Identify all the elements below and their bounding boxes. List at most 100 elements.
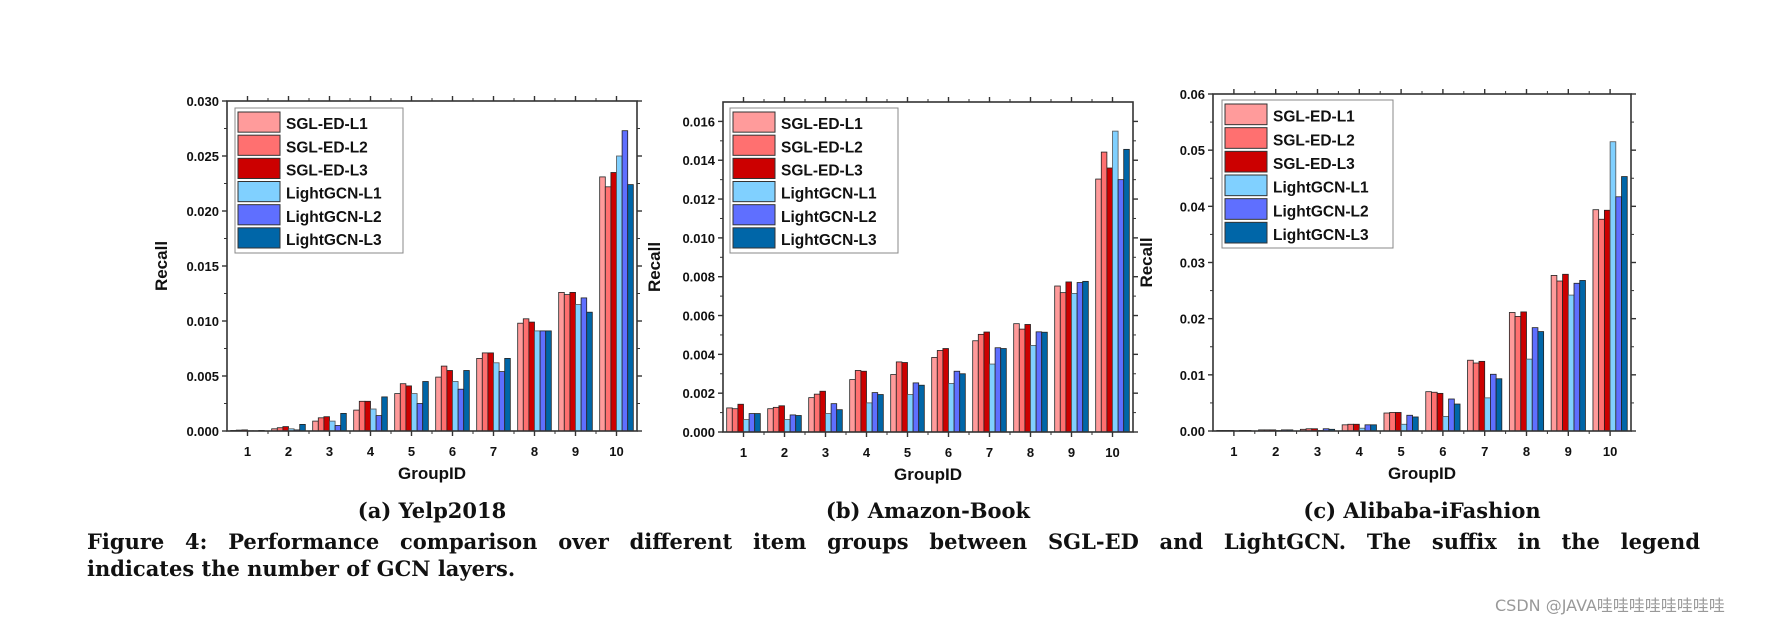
x-tick-label: 3 (822, 445, 829, 460)
legend-label-LightGCN-L1: LightGCN-L1 (1273, 180, 1369, 197)
bar-SGL-ED-L3-group-3 (819, 390, 826, 433)
x-tick-label: 9 (572, 444, 579, 459)
y-tick-label: 0.025 (186, 149, 219, 164)
bar-LightGCN-L3-group-5 (1412, 416, 1419, 432)
bar-SGL-ED-L3-group-6 (446, 370, 453, 432)
bar-LightGCN-L3-group-2 (299, 423, 306, 432)
legend-label-LightGCN-L2: LightGCN-L2 (1273, 203, 1369, 220)
legend-label-LightGCN-L2: LightGCN-L2 (781, 209, 877, 226)
x-tick-label: 9 (1068, 445, 1075, 460)
bar-LightGCN-L3-group-5 (918, 384, 925, 433)
y-tick-label: 0.02 (1180, 312, 1205, 327)
bar-SGL-ED-L2-group-9 (563, 294, 571, 432)
bar-LightGCN-L1-group-7 (989, 363, 996, 433)
x-tick-label: 7 (1481, 444, 1488, 459)
legend-label-SGL-ED-L1: SGL-ED-L1 (781, 116, 863, 133)
bar-SGL-ED-L2-group-7 (1472, 362, 1480, 432)
x-tick-label: 5 (1397, 444, 1404, 459)
bar-SGL-ED-L2-group-6 (936, 350, 944, 433)
bar-LightGCN-L2-group-8 (1531, 327, 1539, 432)
legend-swatch-SGL-ED-L2 (237, 134, 281, 156)
x-tick-label: 1 (1230, 444, 1237, 459)
y-tick-label: 0.015 (186, 259, 219, 274)
legend-swatch-SGL-ED-L1 (1224, 103, 1268, 126)
y-tick-label: 0.005 (186, 369, 219, 384)
bar-LightGCN-L2-group-4 (1364, 424, 1372, 432)
bar-LightGCN-L1-group-8 (534, 330, 541, 432)
bar-SGL-ED-L2-group-9 (1556, 280, 1563, 432)
bar-SGL-ED-L1-group-4 (849, 379, 856, 433)
legend-label-SGL-ED-L3: SGL-ED-L3 (1273, 156, 1355, 173)
x-tick-label: 6 (449, 444, 456, 459)
y-tick-label: 0.01 (1180, 368, 1205, 383)
y-tick-label: 0.03 (1180, 256, 1205, 271)
bar-LightGCN-L2-group-4 (871, 392, 879, 433)
legend-swatch-SGL-ED-L1 (237, 111, 281, 133)
bar-LightGCN-L3-group-5 (422, 381, 429, 432)
bar-SGL-ED-L1-group-9 (1550, 275, 1558, 432)
bar-LightGCN-L2-group-6 (1448, 398, 1455, 432)
bar-LightGCN-L1-group-6 (452, 381, 459, 432)
bar-LightGCN-L2-group-5 (1406, 414, 1413, 432)
bar-SGL-ED-L2-group-10 (604, 186, 612, 432)
y-tick-label: 0.014 (682, 153, 715, 168)
legend-label-SGL-ED-L3: SGL-ED-L3 (781, 163, 863, 180)
bar-LightGCN-L3-group-6 (463, 370, 470, 432)
subcaption-b: (b) Amazon-Book (825, 498, 1031, 523)
bar-SGL-ED-L3-group-9 (1065, 281, 1072, 433)
bar-SGL-ED-L1-group-5 (1383, 412, 1391, 432)
bar-SGL-ED-L1-group-1 (726, 407, 733, 433)
bar-LightGCN-L3-group-4 (1370, 424, 1377, 432)
legend-label-LightGCN-L1: LightGCN-L1 (286, 186, 382, 203)
legend-label-LightGCN-L2: LightGCN-L2 (286, 209, 382, 226)
bar-SGL-ED-L2-group-6 (440, 365, 448, 432)
bar-LightGCN-L1-group-9 (575, 304, 582, 432)
bar-LightGCN-L3-group-7 (504, 357, 511, 432)
bar-LightGCN-L1-group-10 (1112, 130, 1119, 433)
bar-SGL-ED-L2-group-8 (522, 318, 530, 432)
bar-SGL-ED-L2-group-2 (772, 406, 780, 433)
watermark: CSDN @JAVA哇哇哇哇哇哇哇哇 (1495, 596, 1725, 615)
legend-label-SGL-ED-L3: SGL-ED-L3 (286, 163, 368, 180)
legend-label-SGL-ED-L2: SGL-ED-L2 (1273, 132, 1355, 149)
bar-SGL-ED-L3-group-8 (1024, 324, 1031, 433)
legend-label-SGL-ED-L1: SGL-ED-L1 (286, 116, 368, 133)
bar-LightGCN-L1-group-4 (866, 402, 873, 433)
x-tick-label: 2 (285, 444, 292, 459)
bar-SGL-ED-L1-group-5 (394, 393, 401, 432)
legend-swatch-SGL-ED-L2 (732, 134, 776, 156)
bar-SGL-ED-L3-group-7 (1478, 360, 1486, 432)
legend-swatch-SGL-ED-L3 (1224, 150, 1268, 173)
figure-caption-line2: indicates the number of GCN layers. (87, 556, 516, 581)
x-axis-label: GroupID (894, 465, 962, 484)
bar-LightGCN-L1-group-10 (1609, 141, 1617, 432)
bar-SGL-ED-L3-group-7 (487, 352, 494, 432)
x-tick-label: 2 (781, 445, 788, 460)
bar-SGL-ED-L1-group-6 (1425, 391, 1432, 432)
x-tick-label: 1 (740, 445, 747, 460)
bar-SGL-ED-L3-group-1 (737, 403, 744, 433)
bar-SGL-ED-L3-group-9 (569, 291, 576, 432)
bar-LightGCN-L2-group-8 (1035, 331, 1043, 433)
bar-SGL-ED-L3-group-4 (1353, 423, 1360, 432)
bar-LightGCN-L3-group-10 (627, 184, 634, 432)
bar-SGL-ED-L2-group-8 (1514, 316, 1522, 432)
legend-swatch-SGL-ED-L1 (732, 111, 776, 133)
bar-LightGCN-L3-group-9 (1082, 280, 1089, 433)
bar-LightGCN-L1-group-5 (411, 393, 418, 432)
bar-SGL-ED-L2-group-9 (1059, 292, 1067, 433)
bar-SGL-ED-L2-group-1 (731, 408, 739, 433)
bar-LightGCN-L2-group-2 (789, 414, 797, 433)
bar-SGL-ED-L2-group-5 (399, 383, 407, 432)
y-tick-label: 0.030 (186, 94, 219, 109)
bar-SGL-ED-L3-group-2 (778, 405, 785, 433)
y-tick-label: 0.000 (186, 424, 219, 439)
legend-label-LightGCN-L3: LightGCN-L3 (1273, 227, 1369, 244)
bar-SGL-ED-L3-group-6 (942, 348, 949, 433)
bar-SGL-ED-L3-group-5 (1394, 412, 1402, 432)
bar-SGL-ED-L2-group-5 (1389, 412, 1396, 432)
bar-SGL-ED-L2-group-4 (854, 370, 862, 433)
bar-LightGCN-L1-group-5 (1400, 423, 1408, 432)
bar-LightGCN-L1-group-2 (784, 419, 791, 433)
chart-2: 0.000 0.002 0.004 0.006 0.008 0.010 0.012 0.014… (645, 97, 1138, 484)
